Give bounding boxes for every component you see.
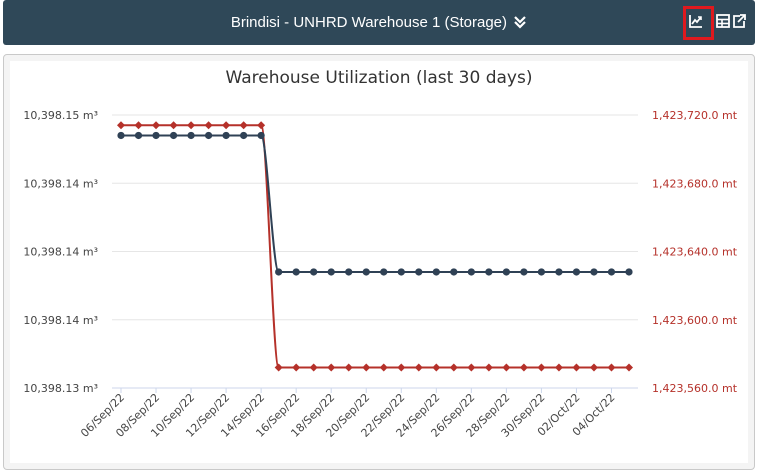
volume-data-point xyxy=(555,268,563,276)
volume-data-point xyxy=(134,131,143,140)
weight-data-point xyxy=(134,121,143,130)
series-group xyxy=(117,121,633,372)
chart-container: Warehouse Utilization (last 30 days) 10,… xyxy=(10,61,748,463)
volume-data-point xyxy=(607,268,616,276)
gridlines xyxy=(112,114,638,389)
weight-data-point xyxy=(537,363,546,372)
weight-data-point xyxy=(274,363,283,372)
volume-data-point xyxy=(415,268,423,276)
weight-data-point xyxy=(152,121,161,130)
y-right-tick-label: 1,423,680.0 mt xyxy=(652,177,738,190)
selected-view-highlight xyxy=(683,6,714,40)
volume-data-point xyxy=(590,268,598,276)
weight-data-point xyxy=(169,121,178,130)
y-right-tick-label: 1,423,640.0 mt xyxy=(652,246,738,259)
y-left-tick-label: 10,398.14 m³ xyxy=(23,246,98,259)
y-axis-right: 1,423,720.0 mt 1,423,680.0 mt 1,423,640.0 … xyxy=(652,109,738,395)
chart-view-button[interactable] xyxy=(688,13,704,29)
y-right-tick-label: 1,423,560.0 mt xyxy=(652,382,738,395)
chart-panel: Warehouse Utilization (last 30 days) 10,… xyxy=(3,54,755,470)
weight-data-point xyxy=(117,121,125,130)
weight-data-point xyxy=(572,363,581,372)
weight-data-point xyxy=(344,363,353,372)
volume-data-point xyxy=(520,268,528,276)
volume-data-point xyxy=(362,268,370,276)
volume-data-point xyxy=(222,131,230,140)
chart-title: Warehouse Utilization (last 30 days) xyxy=(226,68,533,88)
weight-data-point xyxy=(292,363,301,372)
volume-data-point xyxy=(204,131,213,140)
weight-data-point xyxy=(625,363,633,372)
table-icon xyxy=(716,14,730,28)
utilization-chart: Warehouse Utilization (last 30 days) 10,… xyxy=(23,68,738,440)
weight-data-point xyxy=(257,121,266,130)
volume-data-point xyxy=(187,131,195,140)
y-left-tick-label: 10,398.14 m³ xyxy=(23,314,98,327)
weight-data-point xyxy=(362,363,371,372)
volume-data-point xyxy=(467,268,475,276)
weight-data-point xyxy=(414,363,423,372)
table-view-button[interactable] xyxy=(715,13,731,29)
weight-data-point xyxy=(309,363,318,372)
weight-data-point xyxy=(607,363,616,372)
y-left-tick-label: 10,398.15 m³ xyxy=(23,109,98,122)
weight-data-point xyxy=(187,121,196,130)
volume-data-point xyxy=(292,268,300,276)
weight-data-point xyxy=(397,363,406,372)
y-axis-left: 10,398.15 m³ 10,398.14 m³ 10,398.14 m³ 10,3… xyxy=(23,109,98,395)
header-title-group[interactable]: Brindisi - UNHRD Warehouse 1 (Storage) xyxy=(3,13,755,33)
weight-data-point xyxy=(204,121,213,130)
volume-data-point xyxy=(502,268,510,276)
weight-data-point xyxy=(432,363,441,372)
weight-data-point xyxy=(554,363,563,372)
panel-header: Brindisi - UNHRD Warehouse 1 (Storage) xyxy=(3,0,755,45)
x-axis: 06/Sep/2208/Sep/2210/Sep/2212/Sep/2214/S… xyxy=(78,387,638,440)
y-right-tick-label: 1,423,600.0 mt xyxy=(652,314,738,327)
external-link-icon xyxy=(733,14,746,28)
y-left-tick-label: 10,398.13 m³ xyxy=(23,382,98,395)
weight-data-point xyxy=(239,121,248,130)
page-title: Brindisi - UNHRD Warehouse 1 (Storage) xyxy=(230,14,508,31)
weight-data-point xyxy=(467,363,476,372)
weight-data-point xyxy=(502,363,511,372)
weight-data-point xyxy=(327,363,336,372)
volume-data-point xyxy=(432,268,440,276)
weight-data-point xyxy=(222,121,231,130)
volume-data-point xyxy=(380,268,388,276)
y-left-tick-label: 10,398.14 m³ xyxy=(23,177,98,190)
volume-data-point xyxy=(257,131,265,140)
weight-data-point xyxy=(449,363,458,372)
volume-data-point xyxy=(485,268,493,276)
open-external-button[interactable] xyxy=(731,13,747,29)
weight-data-point xyxy=(589,363,598,372)
y-right-tick-label: 1,423,720.0 mt xyxy=(652,109,738,122)
double-chevron-down-icon xyxy=(514,16,526,29)
volume-data-point xyxy=(310,268,318,276)
weight-data-point xyxy=(379,363,388,372)
volume-data-point xyxy=(625,268,633,276)
volume-data-point xyxy=(327,268,335,276)
volume-data-point xyxy=(152,131,160,140)
volume-data-point xyxy=(169,131,178,140)
volume-data-point xyxy=(275,268,283,276)
volume-data-point xyxy=(240,131,248,140)
weight-data-point xyxy=(484,363,493,372)
volume-data-point xyxy=(397,268,405,276)
volume-data-point xyxy=(572,268,581,276)
weight-series-line xyxy=(121,124,629,369)
volume-data-point xyxy=(537,268,546,276)
volume-data-point xyxy=(345,268,353,276)
volume-data-point xyxy=(117,131,125,140)
line-chart-icon xyxy=(689,15,702,28)
weight-data-point xyxy=(519,363,528,372)
volume-data-point xyxy=(450,268,458,276)
